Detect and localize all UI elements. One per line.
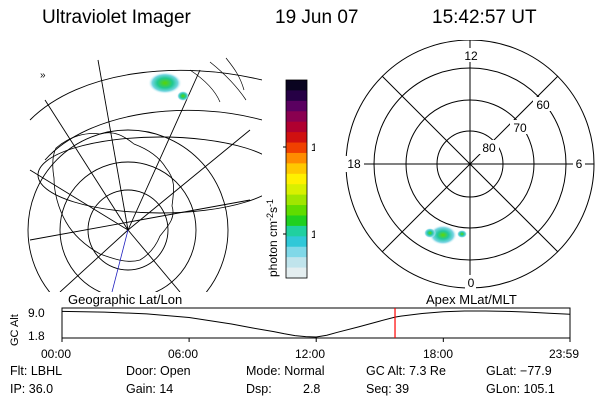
colorbar: 100 10 photon cm-2s-1 xyxy=(265,79,315,279)
mlat-80-label: 80 xyxy=(482,141,496,155)
colorbar-cell xyxy=(286,100,307,112)
mlt-18-label: 18 xyxy=(347,157,361,171)
x-tick-0600: 06:00 xyxy=(168,347,198,361)
colorbar-cell xyxy=(286,257,307,269)
x-tick-1200: 12:00 xyxy=(295,347,325,361)
colorbar-tick-100: 100 xyxy=(311,142,315,154)
mlat-70-label: 70 xyxy=(513,121,527,135)
time-label: 15:42:57 UT xyxy=(432,7,537,28)
mlt-0-label: 0 xyxy=(468,276,475,290)
colorbar-cell xyxy=(286,163,307,175)
seq-status: Seq: 39 xyxy=(366,382,410,396)
colorbar-cell xyxy=(286,90,307,102)
magnetic-map: 12 18 6 0 60 70 80 xyxy=(342,40,595,290)
colorbar-cell xyxy=(286,184,307,196)
dsp-status-label: Dsp: xyxy=(246,382,272,396)
colorbar-cell xyxy=(286,132,307,144)
colorbar-cell xyxy=(286,111,307,123)
colorbar-cell xyxy=(286,267,307,279)
ip-status: IP: 36.0 xyxy=(10,382,54,396)
geographic-caption: Geographic Lat/Lon xyxy=(68,292,183,307)
colorbar-cell xyxy=(286,152,307,164)
gc-alt-status: GC Alt: 7.3 Re xyxy=(366,364,446,378)
colorbar-cell xyxy=(286,194,307,206)
colorbar-cell xyxy=(286,173,307,185)
colorbar-tick-10: 10 xyxy=(311,229,315,241)
x-tick-2359: 23:59 xyxy=(549,347,579,361)
door-status: Door: Open xyxy=(126,364,191,378)
y-axis-label: GC Alt xyxy=(9,314,21,346)
colorbar-cell xyxy=(286,236,307,248)
colorbar-cell xyxy=(286,215,307,227)
x-tick-0000: 00:00 xyxy=(41,347,71,361)
mlat-60-label: 60 xyxy=(536,98,550,112)
colorbar-cell xyxy=(286,205,307,217)
date-label: 19 Jun 07 xyxy=(275,7,359,28)
colorbar-unit-label: photon cm-2s-1 xyxy=(265,199,280,277)
mlt-6-label: 6 xyxy=(576,157,583,171)
y-tick-1-8: 1.8 xyxy=(28,329,45,343)
filter-status: Flt: LBHL xyxy=(10,364,63,378)
colorbar-cell xyxy=(286,121,307,133)
colorbar-cell xyxy=(286,80,307,92)
colorbar-cell xyxy=(286,142,307,154)
y-tick-9: 9.0 xyxy=(28,306,45,320)
glon-status: GLon: 105.1 xyxy=(486,382,555,396)
magnetic-caption: Apex MLat/MLT xyxy=(426,292,517,307)
instrument-title: Ultraviolet Imager xyxy=(42,7,191,28)
mode-status: Mode: Normal xyxy=(246,364,325,378)
colorbar-cell xyxy=(286,225,307,237)
altitude-timeline: GC Alt 9.0 1.8 00:00 06:00 12:00 18:00 2… xyxy=(9,306,579,361)
glat-status: GLat: −77.9 xyxy=(486,364,552,378)
svg-text:»: » xyxy=(40,70,46,81)
colorbar-cell xyxy=(286,246,307,258)
altitude-series-line xyxy=(61,310,571,338)
gain-status: Gain: 14 xyxy=(126,382,174,396)
geographic-map: » xyxy=(27,57,262,292)
x-tick-1800: 18:00 xyxy=(423,347,453,361)
mlt-12-label: 12 xyxy=(464,49,478,63)
dsp-status-value: 2.8 xyxy=(303,382,321,396)
